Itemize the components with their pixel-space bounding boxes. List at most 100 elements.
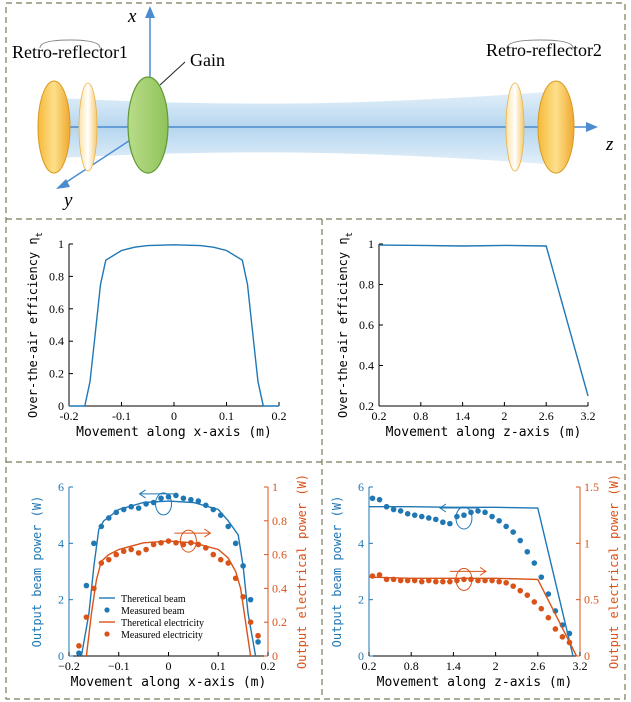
beam-annotation-arrowhead (439, 503, 447, 513)
y-tick-label: 2 (358, 593, 364, 607)
data-point (425, 515, 432, 521)
data-point (225, 560, 231, 566)
y-tick-label-right: 0 (272, 649, 278, 663)
x-tick-label: 2.6 (530, 659, 545, 673)
legend-entry: Measured electricity (121, 630, 203, 641)
retro-reflector2-lens (505, 82, 525, 172)
data-point (397, 577, 404, 584)
data-point (217, 556, 224, 563)
data-point (418, 578, 425, 585)
x-tick-label: 2 (493, 659, 499, 673)
y-tick-label: 0.6 (359, 318, 374, 332)
electricity-annotation-circle (455, 567, 473, 591)
y-tick-label: 0 (58, 649, 64, 663)
data-point (496, 518, 502, 524)
y-tick-label: 2 (58, 593, 64, 607)
y-tick-label: 0.8 (359, 278, 374, 292)
y-axis-label-main: Over-the-air efficiency η (26, 237, 40, 418)
data-point (461, 512, 467, 518)
data-point (210, 506, 217, 513)
data-point (489, 513, 495, 520)
data-point (106, 515, 112, 521)
x-tick-label: 1.4 (455, 409, 470, 423)
data-point (517, 587, 524, 594)
legend-entry: Theretical electricity (121, 618, 204, 629)
y-tick-label: 4 (58, 536, 64, 550)
data-point (545, 614, 552, 621)
data-point (247, 619, 254, 625)
data-point (397, 508, 404, 514)
y-tick-label-right: 0.6 (272, 548, 287, 562)
data-point (383, 503, 390, 510)
y-axis-label-right: Output electrical power (W) (607, 474, 621, 669)
data-point (454, 513, 460, 520)
y-axis-label-main: Over-the-air efficiency η (336, 237, 350, 418)
data-point (510, 529, 516, 535)
data-point (143, 546, 149, 553)
beam-annotation-arrowhead (138, 489, 146, 499)
x-tick-label: 0.2 (362, 659, 377, 673)
data-point (545, 591, 552, 597)
y-tick-label: 1 (58, 237, 64, 251)
data-point (83, 614, 90, 620)
x-axis-label: Movement along x-axis (m) (76, 425, 272, 440)
data-point (475, 508, 481, 514)
data-point (240, 594, 246, 600)
y-tick-label: 0.4 (49, 334, 64, 348)
y-axis-label-sub: t (345, 232, 355, 237)
legend-marker (104, 607, 110, 613)
data-point (531, 560, 538, 566)
data-point (120, 506, 127, 513)
x-tick-label: -0.2 (60, 409, 79, 423)
x-tick-label: 3.2 (581, 409, 596, 423)
y-tick-label: 0.2 (49, 367, 64, 381)
data-point (143, 501, 149, 507)
data-point (240, 563, 246, 569)
retro-reflector1-label: Retro-reflector1 (12, 42, 128, 62)
data-point (552, 626, 559, 632)
data-point (390, 576, 397, 583)
y-tick-label: 0 (358, 649, 364, 663)
data-point (76, 643, 82, 649)
data-point (106, 556, 112, 563)
x-tick-label: 0.1 (219, 409, 234, 423)
electricity-annotation-circle (179, 529, 197, 553)
data-point (418, 513, 425, 520)
data-point (475, 577, 481, 584)
legend-entry: Theretical beam (121, 594, 186, 605)
series-line (368, 576, 578, 657)
y-axis-label-left: Output beam power (W) (30, 496, 44, 648)
data-point (98, 523, 105, 530)
data-point (150, 541, 157, 548)
x-tick-label: 0.2 (272, 409, 287, 423)
x-tick-label: 0.2 (372, 409, 387, 423)
electricity-annotation-arrowhead (204, 528, 212, 538)
data-point (247, 596, 254, 603)
y-axis-arrow (56, 179, 70, 189)
data-point (461, 576, 467, 583)
data-point (440, 519, 446, 526)
data-point (538, 605, 545, 612)
data-point (433, 578, 439, 585)
data-point (376, 572, 383, 578)
x-tick-label: 0.8 (413, 409, 428, 423)
y-tick-label: 1 (368, 237, 374, 251)
data-point (91, 540, 97, 547)
y-tick-label: 6 (58, 480, 64, 494)
data-point (538, 574, 545, 580)
x-axis-label: Movement along z-axis (m) (386, 425, 582, 440)
data-point (98, 560, 105, 566)
chart-eta-x: -0.2 -0.1 0 0.1 0.2 0 0.2 0.4 0.6 0.8 1 Movement al… (26, 232, 287, 440)
gain-pointer (159, 61, 186, 86)
y-tick-label: 0 (58, 399, 64, 413)
data-point (482, 509, 488, 516)
series-line (378, 244, 589, 397)
x-tick-label: −0.1 (108, 659, 130, 673)
x-tick-label: −0.2 (58, 659, 80, 673)
x-tick-label: 0 (166, 659, 172, 673)
data-point (489, 577, 495, 584)
data-point (531, 599, 538, 605)
y-tick-label: 4 (358, 536, 364, 550)
y-tick-label-right: 0.8 (272, 514, 287, 528)
